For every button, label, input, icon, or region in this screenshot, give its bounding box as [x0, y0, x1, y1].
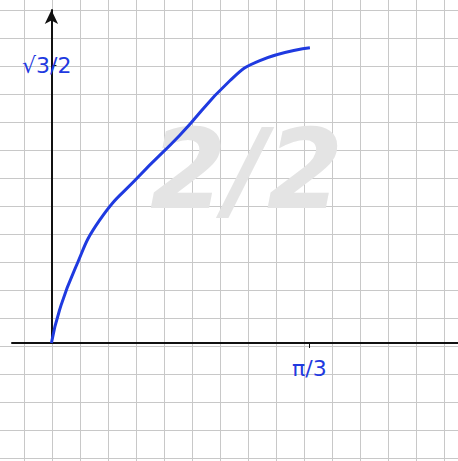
- svg-text:π/3: π/3: [292, 356, 327, 381]
- svg-text:√3/2: √3/2: [22, 53, 71, 78]
- svg-text:2/2: 2/2: [150, 106, 343, 234]
